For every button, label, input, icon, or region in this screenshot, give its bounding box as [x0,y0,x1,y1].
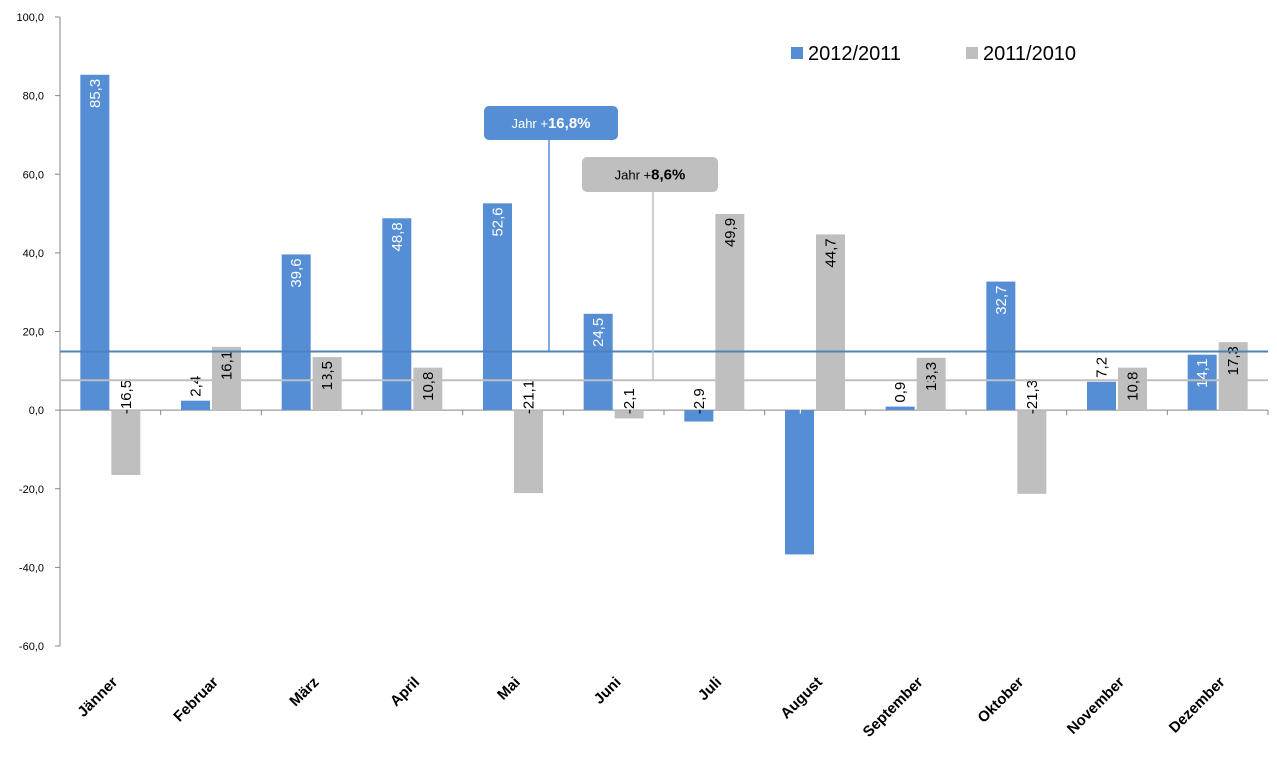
callout-value: 16,8% [548,115,591,132]
bar-series2 [111,410,141,475]
bar-series1 [986,281,1016,411]
y-tick-label: -40,0 [19,562,44,574]
data-label: 16,1 [219,351,236,380]
bar-series2 [715,213,745,411]
x-category-label: Juli [695,674,725,704]
callout-text: Jahr +8,6% [615,167,686,184]
bar-series2 [916,357,946,411]
data-label: 0,9 [892,382,909,403]
x-category-label: September [860,674,927,741]
bar-series2 [1118,367,1147,411]
data-label: 39,6 [288,258,305,287]
data-label: 17,3 [1225,346,1242,375]
x-category-label: Oktober [974,674,1027,727]
bar-series2 [1218,342,1248,411]
bar-series1 [281,254,311,411]
x-category-label: November [1064,674,1128,738]
bar-series2 [614,410,644,419]
x-category-label: Februar [170,674,222,726]
x-category-label: Jänner [74,674,121,721]
x-category-label: Mai [494,674,524,704]
data-label: -2,1 [621,388,638,414]
legend-swatch [966,47,978,59]
callout-text: Jahr +16,8% [511,115,590,132]
callout-prefix: Jahr + [511,116,548,131]
data-label: 13,3 [923,362,940,391]
data-label: 49,9 [722,218,739,247]
data-label: -21,1 [521,380,538,414]
callout-prefix: Jahr + [615,168,652,183]
x-category-label: April [387,674,423,710]
y-tick-label: 20,0 [23,327,44,339]
bar-series1 [382,218,412,411]
y-tick-label: 80,0 [23,91,44,103]
data-label: 7,2 [1094,357,1111,378]
data-label: -16,5 [118,380,135,414]
y-tick-label: 60,0 [23,169,44,181]
data-label: -21,3 [1024,380,1041,414]
bar-series2 [312,357,342,411]
x-category-label: Dezember [1166,674,1229,737]
y-tick-label: 40,0 [23,248,44,260]
data-label: 13,5 [319,361,336,390]
bar-series1 [785,410,814,555]
x-category-label: August [777,674,826,723]
callout-value: 8,6% [651,167,685,184]
bar-series2 [212,346,241,411]
data-label: 10,8 [420,372,437,401]
data-label: 10,8 [1125,372,1142,401]
legend-swatch [791,47,803,59]
x-category-label: Juni [591,674,625,708]
data-label: 48,8 [389,222,406,251]
data-label: 2,4 [188,376,205,397]
bar-series1 [1087,381,1116,411]
y-tick-label: 0,0 [29,405,44,417]
bar-series2 [514,410,543,494]
bar-series2 [413,367,443,411]
y-tick-label: -20,0 [19,484,44,496]
y-tick-label: 100,0 [16,12,44,24]
bar-series1 [1187,354,1217,411]
bar-series1 [80,74,110,411]
bar-series1 [483,203,512,411]
data-label: 52,6 [490,207,507,236]
bar-series1 [885,406,915,411]
bar-series1 [181,400,210,411]
x-category-label: März [286,674,322,710]
data-label: 14,1 [1194,359,1211,388]
callout-box [582,157,718,192]
data-label: 44,7 [823,238,840,267]
bar-series2 [1017,410,1047,494]
callout-box [484,106,618,140]
data-label: -2,9 [691,388,708,414]
y-tick-label: -60,0 [19,641,44,653]
data-label: 24,5 [590,318,607,347]
data-label: 85,3 [87,79,104,108]
bar-series1 [583,313,613,411]
data-label: -36,7 [792,380,809,414]
data-label: 32,7 [993,286,1010,315]
legend-label: 2012/2011 [808,43,901,65]
legend-label: 2011/2010 [983,43,1076,65]
bar-series1 [684,410,714,422]
